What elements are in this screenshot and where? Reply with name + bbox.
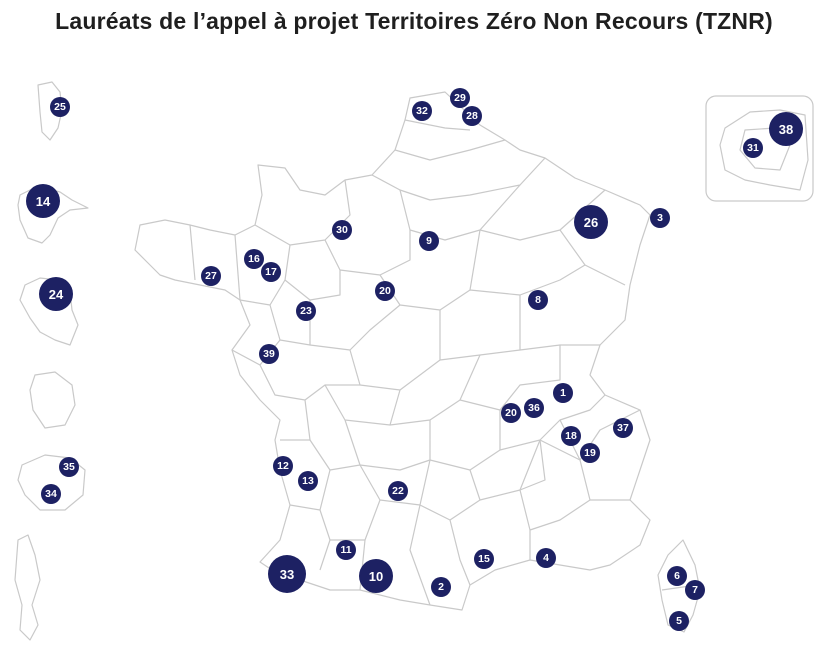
laureate-marker: 25 bbox=[50, 97, 70, 117]
laureate-marker: 7 bbox=[685, 580, 705, 600]
laureate-marker: 10 bbox=[359, 559, 393, 593]
laureate-marker: 1 bbox=[553, 383, 573, 403]
laureate-marker: 9 bbox=[419, 231, 439, 251]
map-title: Lauréats de l’appel à projet Territoires… bbox=[55, 8, 773, 34]
laureate-marker: 26 bbox=[574, 205, 608, 239]
laureate-marker: 14 bbox=[26, 184, 60, 218]
laureate-marker: 2 bbox=[431, 577, 451, 597]
laureate-marker: 39 bbox=[259, 344, 279, 364]
laureate-marker: 30 bbox=[332, 220, 352, 240]
laureate-marker: 31 bbox=[743, 138, 763, 158]
laureate-marker: 23 bbox=[296, 301, 316, 321]
laureate-marker: 27 bbox=[201, 266, 221, 286]
saint-martin-outline bbox=[37, 81, 63, 141]
laureate-marker: 24 bbox=[39, 277, 73, 311]
laureate-marker: 15 bbox=[474, 549, 494, 569]
laureate-marker: 36 bbox=[524, 398, 544, 418]
laureate-marker: 32 bbox=[412, 101, 432, 121]
mainland-outline bbox=[134, 91, 651, 611]
laureate-marker: 38 bbox=[769, 112, 803, 146]
laureate-marker: 20 bbox=[501, 403, 521, 423]
laureate-marker: 35 bbox=[59, 457, 79, 477]
laureate-marker: 34 bbox=[41, 484, 61, 504]
laureate-marker: 3 bbox=[650, 208, 670, 228]
laureate-marker: 16 bbox=[244, 249, 264, 269]
laureate-marker: 17 bbox=[261, 262, 281, 282]
reunion-outline bbox=[17, 454, 86, 511]
laureate-marker: 12 bbox=[273, 456, 293, 476]
laureate-marker: 20 bbox=[375, 281, 395, 301]
laureate-marker: 22 bbox=[388, 481, 408, 501]
laureate-marker: 19 bbox=[580, 443, 600, 463]
laureate-marker: 33 bbox=[268, 555, 306, 593]
laureate-marker: 18 bbox=[561, 426, 581, 446]
guyane-outline bbox=[29, 371, 76, 429]
saint-pierre-outline bbox=[14, 534, 41, 641]
laureate-marker: 5 bbox=[669, 611, 689, 631]
laureate-marker: 4 bbox=[536, 548, 556, 568]
laureate-marker: 11 bbox=[336, 540, 356, 560]
laureate-marker: 13 bbox=[298, 471, 318, 491]
laureate-marker: 8 bbox=[528, 290, 548, 310]
inset-frame bbox=[705, 95, 814, 202]
laureate-marker: 28 bbox=[462, 106, 482, 126]
laureate-marker: 6 bbox=[667, 566, 687, 586]
laureate-marker: 29 bbox=[450, 88, 470, 108]
laureate-marker: 37 bbox=[613, 418, 633, 438]
